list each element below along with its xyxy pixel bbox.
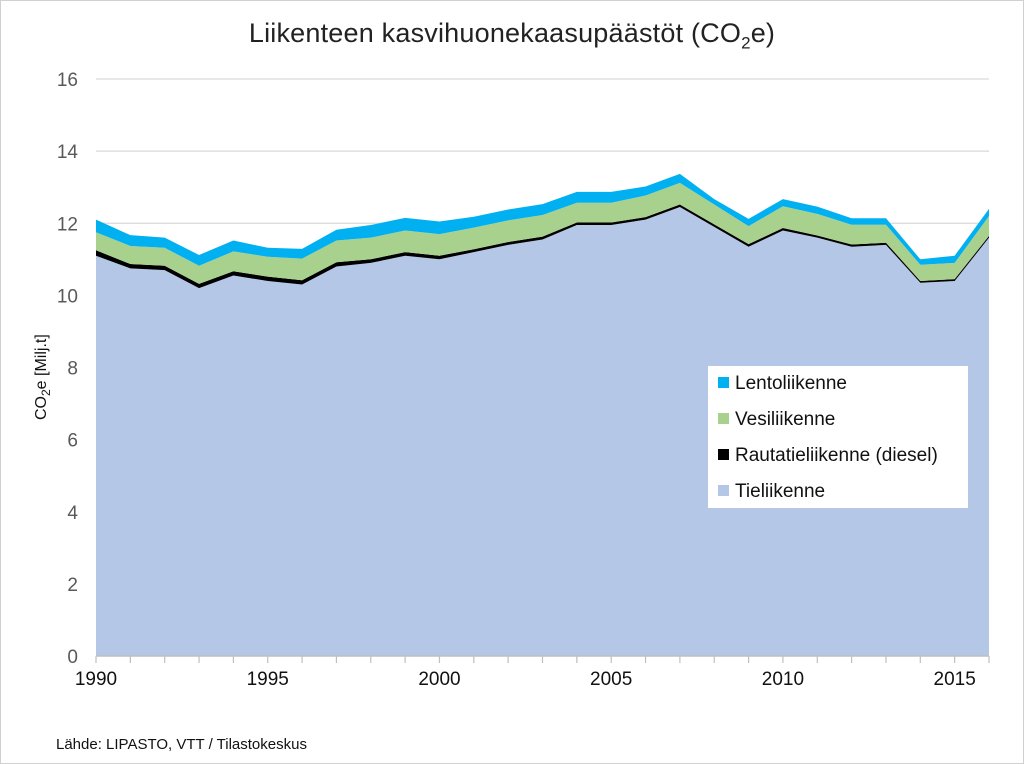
- y-tick-label: 16: [57, 70, 78, 91]
- legend-label: Tieliikenne: [735, 481, 825, 502]
- x-tick-label: 2005: [590, 669, 632, 690]
- chart-title: Liikenteen kasvihuonekaasupäästöt (CO2e): [248, 18, 776, 53]
- y-tick-label: 0: [67, 647, 78, 668]
- y-tick-label: 6: [67, 431, 78, 452]
- x-tick-labels: 1990 1995 2000 2005 2010 2015: [75, 669, 976, 690]
- y-axis-label: CO2e [Milj.t]: [33, 334, 53, 420]
- area-series: [96, 173, 989, 656]
- legend-box: [708, 366, 968, 508]
- axes: [95, 655, 990, 663]
- y-tick-label: 10: [57, 286, 78, 307]
- legend-swatch: [718, 377, 729, 388]
- area-tieliikenne: [96, 207, 989, 656]
- area-lentoliikenne: [96, 173, 989, 266]
- area-vesiliikenne: [96, 182, 989, 284]
- legend-swatch: [718, 449, 729, 460]
- y-tick-label: 12: [57, 214, 78, 235]
- legend-label: Rautatieliikenne (diesel): [735, 445, 938, 466]
- x-tick-label: 2015: [934, 669, 976, 690]
- y-tick-label: 8: [67, 359, 78, 380]
- legend-swatch: [718, 413, 729, 424]
- x-tick-label: 2000: [418, 669, 460, 690]
- y-tick-label: 4: [67, 503, 78, 524]
- legend: Lentoliikenne Vesiliikenne Rautatieliikenn…: [708, 366, 968, 508]
- y-tick-labels: 0 2 4 6 8 10 12 14 16: [57, 70, 79, 668]
- x-tick-label: 1995: [247, 669, 289, 690]
- legend-swatch: [718, 485, 729, 496]
- y-tick-label: 2: [67, 575, 78, 596]
- legend-label: Vesiliikenne: [735, 409, 835, 430]
- y-tick-label: 14: [57, 142, 79, 163]
- x-tick-label: 1990: [75, 669, 117, 690]
- source-note: Lähde: LIPASTO, VTT / Tilastokeskus: [56, 736, 307, 753]
- area-rautatieliikenne-diesel: [96, 204, 989, 289]
- legend-label: Lentoliikenne: [735, 373, 847, 394]
- x-tick-label: 2010: [762, 669, 804, 690]
